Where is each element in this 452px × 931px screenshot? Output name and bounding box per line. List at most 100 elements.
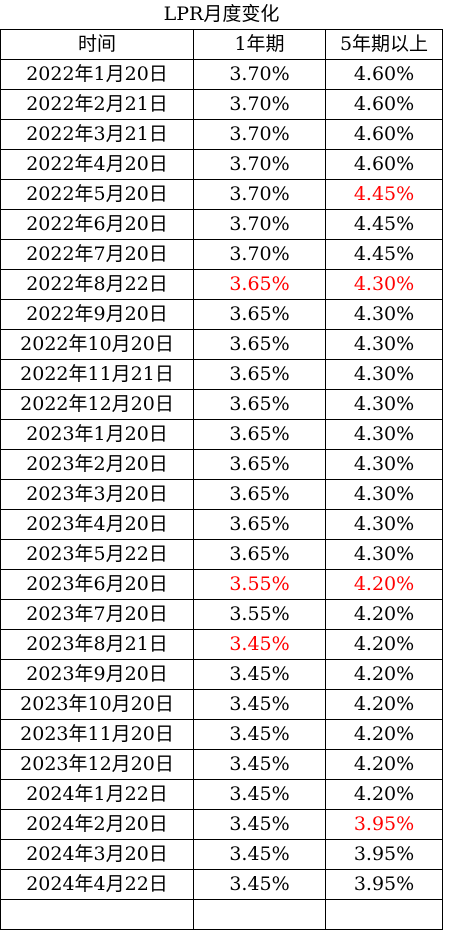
cell-date[interactable]: 2024年3月20日 bbox=[0, 839, 194, 870]
cell-5-year-plus-rate[interactable]: 4.30% bbox=[324, 419, 444, 450]
cell-5-year-plus-rate[interactable]: 4.30% bbox=[324, 449, 444, 480]
cell-5-year-plus-rate[interactable]: 4.30% bbox=[324, 299, 444, 330]
cell-5-year-plus-rate[interactable]: 4.30% bbox=[324, 479, 444, 510]
cell-date[interactable]: 2023年7月20日 bbox=[0, 599, 194, 630]
cell-date[interactable]: 2024年2月20日 bbox=[0, 809, 194, 840]
cell-date[interactable]: 2024年1月22日 bbox=[0, 779, 194, 810]
cell-date[interactable]: 2022年2月21日 bbox=[0, 89, 194, 120]
cell-1-year-rate[interactable]: 3.55% bbox=[193, 599, 326, 630]
cell-1-year-rate[interactable]: 3.65% bbox=[193, 269, 326, 300]
cell-5-year-plus-rate[interactable]: 4.30% bbox=[324, 539, 444, 570]
cell-5-year-plus-rate[interactable]: 4.20% bbox=[324, 689, 444, 720]
cell-1-year-rate[interactable]: 3.45% bbox=[193, 629, 326, 660]
cell-5-year-plus-rate[interactable]: 3.95% bbox=[324, 869, 444, 900]
cell-date[interactable]: 2023年3月20日 bbox=[0, 479, 194, 510]
cell-5-year-plus-rate[interactable]: 4.20% bbox=[324, 659, 444, 690]
header-date[interactable]: 时间 bbox=[0, 29, 194, 60]
cell-date[interactable]: 2023年4月20日 bbox=[0, 509, 194, 540]
cell-5-year-plus-rate[interactable]: 4.45% bbox=[324, 179, 444, 210]
cell-5-year-plus-rate[interactable]: 3.95% bbox=[324, 809, 444, 840]
cell-1-year-rate[interactable]: 3.65% bbox=[193, 479, 326, 510]
cell-5-year-plus-rate[interactable]: 4.20% bbox=[324, 719, 444, 750]
cell-5-year-plus-rate[interactable]: 4.30% bbox=[324, 359, 444, 390]
cell-5-year-plus-rate[interactable]: 4.30% bbox=[324, 509, 444, 540]
cell-5-year-plus-rate[interactable]: 4.30% bbox=[324, 329, 444, 360]
header-1-year[interactable]: 1年期 bbox=[193, 29, 326, 60]
cell-empty-5-year[interactable] bbox=[324, 899, 444, 930]
cell-1-year-rate[interactable]: 3.70% bbox=[193, 239, 326, 270]
cell-1-year-rate[interactable]: 3.65% bbox=[193, 539, 326, 570]
cell-1-year-rate[interactable]: 3.65% bbox=[193, 299, 326, 330]
cell-5-year-plus-rate[interactable]: 3.95% bbox=[324, 839, 444, 870]
cell-5-year-plus-rate[interactable]: 4.30% bbox=[324, 269, 444, 300]
cell-1-year-rate[interactable]: 3.45% bbox=[193, 689, 326, 720]
cell-date[interactable]: 2022年4月20日 bbox=[0, 149, 194, 180]
cell-1-year-rate[interactable]: 3.45% bbox=[193, 719, 326, 750]
cell-date[interactable]: 2023年9月20日 bbox=[0, 659, 194, 690]
cell-1-year-rate[interactable]: 3.55% bbox=[193, 569, 326, 600]
cell-1-year-rate[interactable]: 3.65% bbox=[193, 359, 326, 390]
cell-date[interactable]: 2023年5月22日 bbox=[0, 539, 194, 570]
cell-1-year-rate[interactable]: 3.45% bbox=[193, 839, 326, 870]
cell-5-year-plus-rate[interactable]: 4.30% bbox=[324, 389, 444, 420]
cell-1-year-rate[interactable]: 3.70% bbox=[193, 119, 326, 150]
cell-5-year-plus-rate[interactable]: 4.20% bbox=[324, 629, 444, 660]
cell-5-year-plus-rate[interactable]: 4.60% bbox=[324, 89, 444, 120]
cell-date[interactable]: 2023年10月20日 bbox=[0, 689, 194, 720]
table-row: 2024年3月20日 3.45% 3.95% bbox=[0, 839, 444, 870]
cell-date[interactable]: 2023年2月20日 bbox=[0, 449, 194, 480]
cell-date[interactable]: 2022年9月20日 bbox=[0, 299, 194, 330]
cell-5-year-plus-rate[interactable]: 4.60% bbox=[324, 59, 444, 90]
cell-date[interactable]: 2022年11月21日 bbox=[0, 359, 194, 390]
table-row: 2022年10月20日 3.65% 4.30% bbox=[0, 329, 444, 360]
table-row: 2023年11月20日 3.45% 4.20% bbox=[0, 719, 444, 750]
table-title[interactable]: LPR月度变化 bbox=[0, 0, 443, 30]
cell-1-year-rate[interactable]: 3.65% bbox=[193, 509, 326, 540]
cell-date[interactable]: 2022年7月20日 bbox=[0, 239, 194, 270]
cell-1-year-rate[interactable]: 3.70% bbox=[193, 89, 326, 120]
cell-5-year-plus-rate[interactable]: 4.20% bbox=[324, 569, 444, 600]
cell-1-year-rate[interactable]: 3.65% bbox=[193, 449, 326, 480]
cell-1-year-rate[interactable]: 3.45% bbox=[193, 749, 326, 780]
cell-date[interactable]: 2023年12月20日 bbox=[0, 749, 194, 780]
cell-1-year-rate[interactable]: 3.70% bbox=[193, 209, 326, 240]
cell-5-year-plus-rate[interactable]: 4.45% bbox=[324, 239, 444, 270]
cell-1-year-rate[interactable]: 3.45% bbox=[193, 809, 326, 840]
cell-1-year-rate[interactable]: 3.45% bbox=[193, 869, 326, 900]
cell-1-year-rate[interactable]: 3.65% bbox=[193, 329, 326, 360]
cell-date[interactable]: 2022年10月20日 bbox=[0, 329, 194, 360]
empty-row bbox=[0, 899, 444, 930]
cell-5-year-plus-rate[interactable]: 4.20% bbox=[324, 599, 444, 630]
cell-date[interactable]: 2022年5月20日 bbox=[0, 179, 194, 210]
cell-1-year-rate[interactable]: 3.45% bbox=[193, 659, 326, 690]
cell-date[interactable]: 2023年6月20日 bbox=[0, 569, 194, 600]
cell-date[interactable]: 2024年4月22日 bbox=[0, 869, 194, 900]
cell-date[interactable]: 2022年12月20日 bbox=[0, 389, 194, 420]
cell-5-year-plus-rate[interactable]: 4.45% bbox=[324, 209, 444, 240]
header-5-year-plus[interactable]: 5年期以上 bbox=[324, 29, 444, 60]
table-row: 2022年3月21日 3.70% 4.60% bbox=[0, 119, 444, 150]
cell-empty-1-year[interactable] bbox=[193, 899, 326, 930]
cell-date[interactable]: 2022年1月20日 bbox=[0, 59, 194, 90]
cell-empty-date[interactable] bbox=[0, 899, 194, 930]
table-row: 2023年3月20日 3.65% 4.30% bbox=[0, 479, 444, 510]
cell-5-year-plus-rate[interactable]: 4.60% bbox=[324, 149, 444, 180]
table-row: 2022年1月20日 3.70% 4.60% bbox=[0, 59, 444, 90]
table-row: 2023年10月20日 3.45% 4.20% bbox=[0, 689, 444, 720]
cell-date[interactable]: 2022年3月21日 bbox=[0, 119, 194, 150]
cell-1-year-rate[interactable]: 3.70% bbox=[193, 59, 326, 90]
cell-5-year-plus-rate[interactable]: 4.20% bbox=[324, 779, 444, 810]
cell-1-year-rate[interactable]: 3.65% bbox=[193, 419, 326, 450]
cell-date[interactable]: 2023年8月21日 bbox=[0, 629, 194, 660]
cell-date[interactable]: 2023年11月20日 bbox=[0, 719, 194, 750]
cell-date[interactable]: 2022年8月22日 bbox=[0, 269, 194, 300]
cell-1-year-rate[interactable]: 3.45% bbox=[193, 779, 326, 810]
cell-date[interactable]: 2023年1月20日 bbox=[0, 419, 194, 450]
cell-1-year-rate[interactable]: 3.70% bbox=[193, 179, 326, 210]
cell-5-year-plus-rate[interactable]: 4.60% bbox=[324, 119, 444, 150]
cell-5-year-plus-rate[interactable]: 4.20% bbox=[324, 749, 444, 780]
cell-date[interactable]: 2022年6月20日 bbox=[0, 209, 194, 240]
cell-1-year-rate[interactable]: 3.65% bbox=[193, 389, 326, 420]
table-body: 2022年1月20日 3.70% 4.60% 2022年2月21日 3.70% 4.60%… bbox=[0, 59, 444, 930]
cell-1-year-rate[interactable]: 3.70% bbox=[193, 149, 326, 180]
